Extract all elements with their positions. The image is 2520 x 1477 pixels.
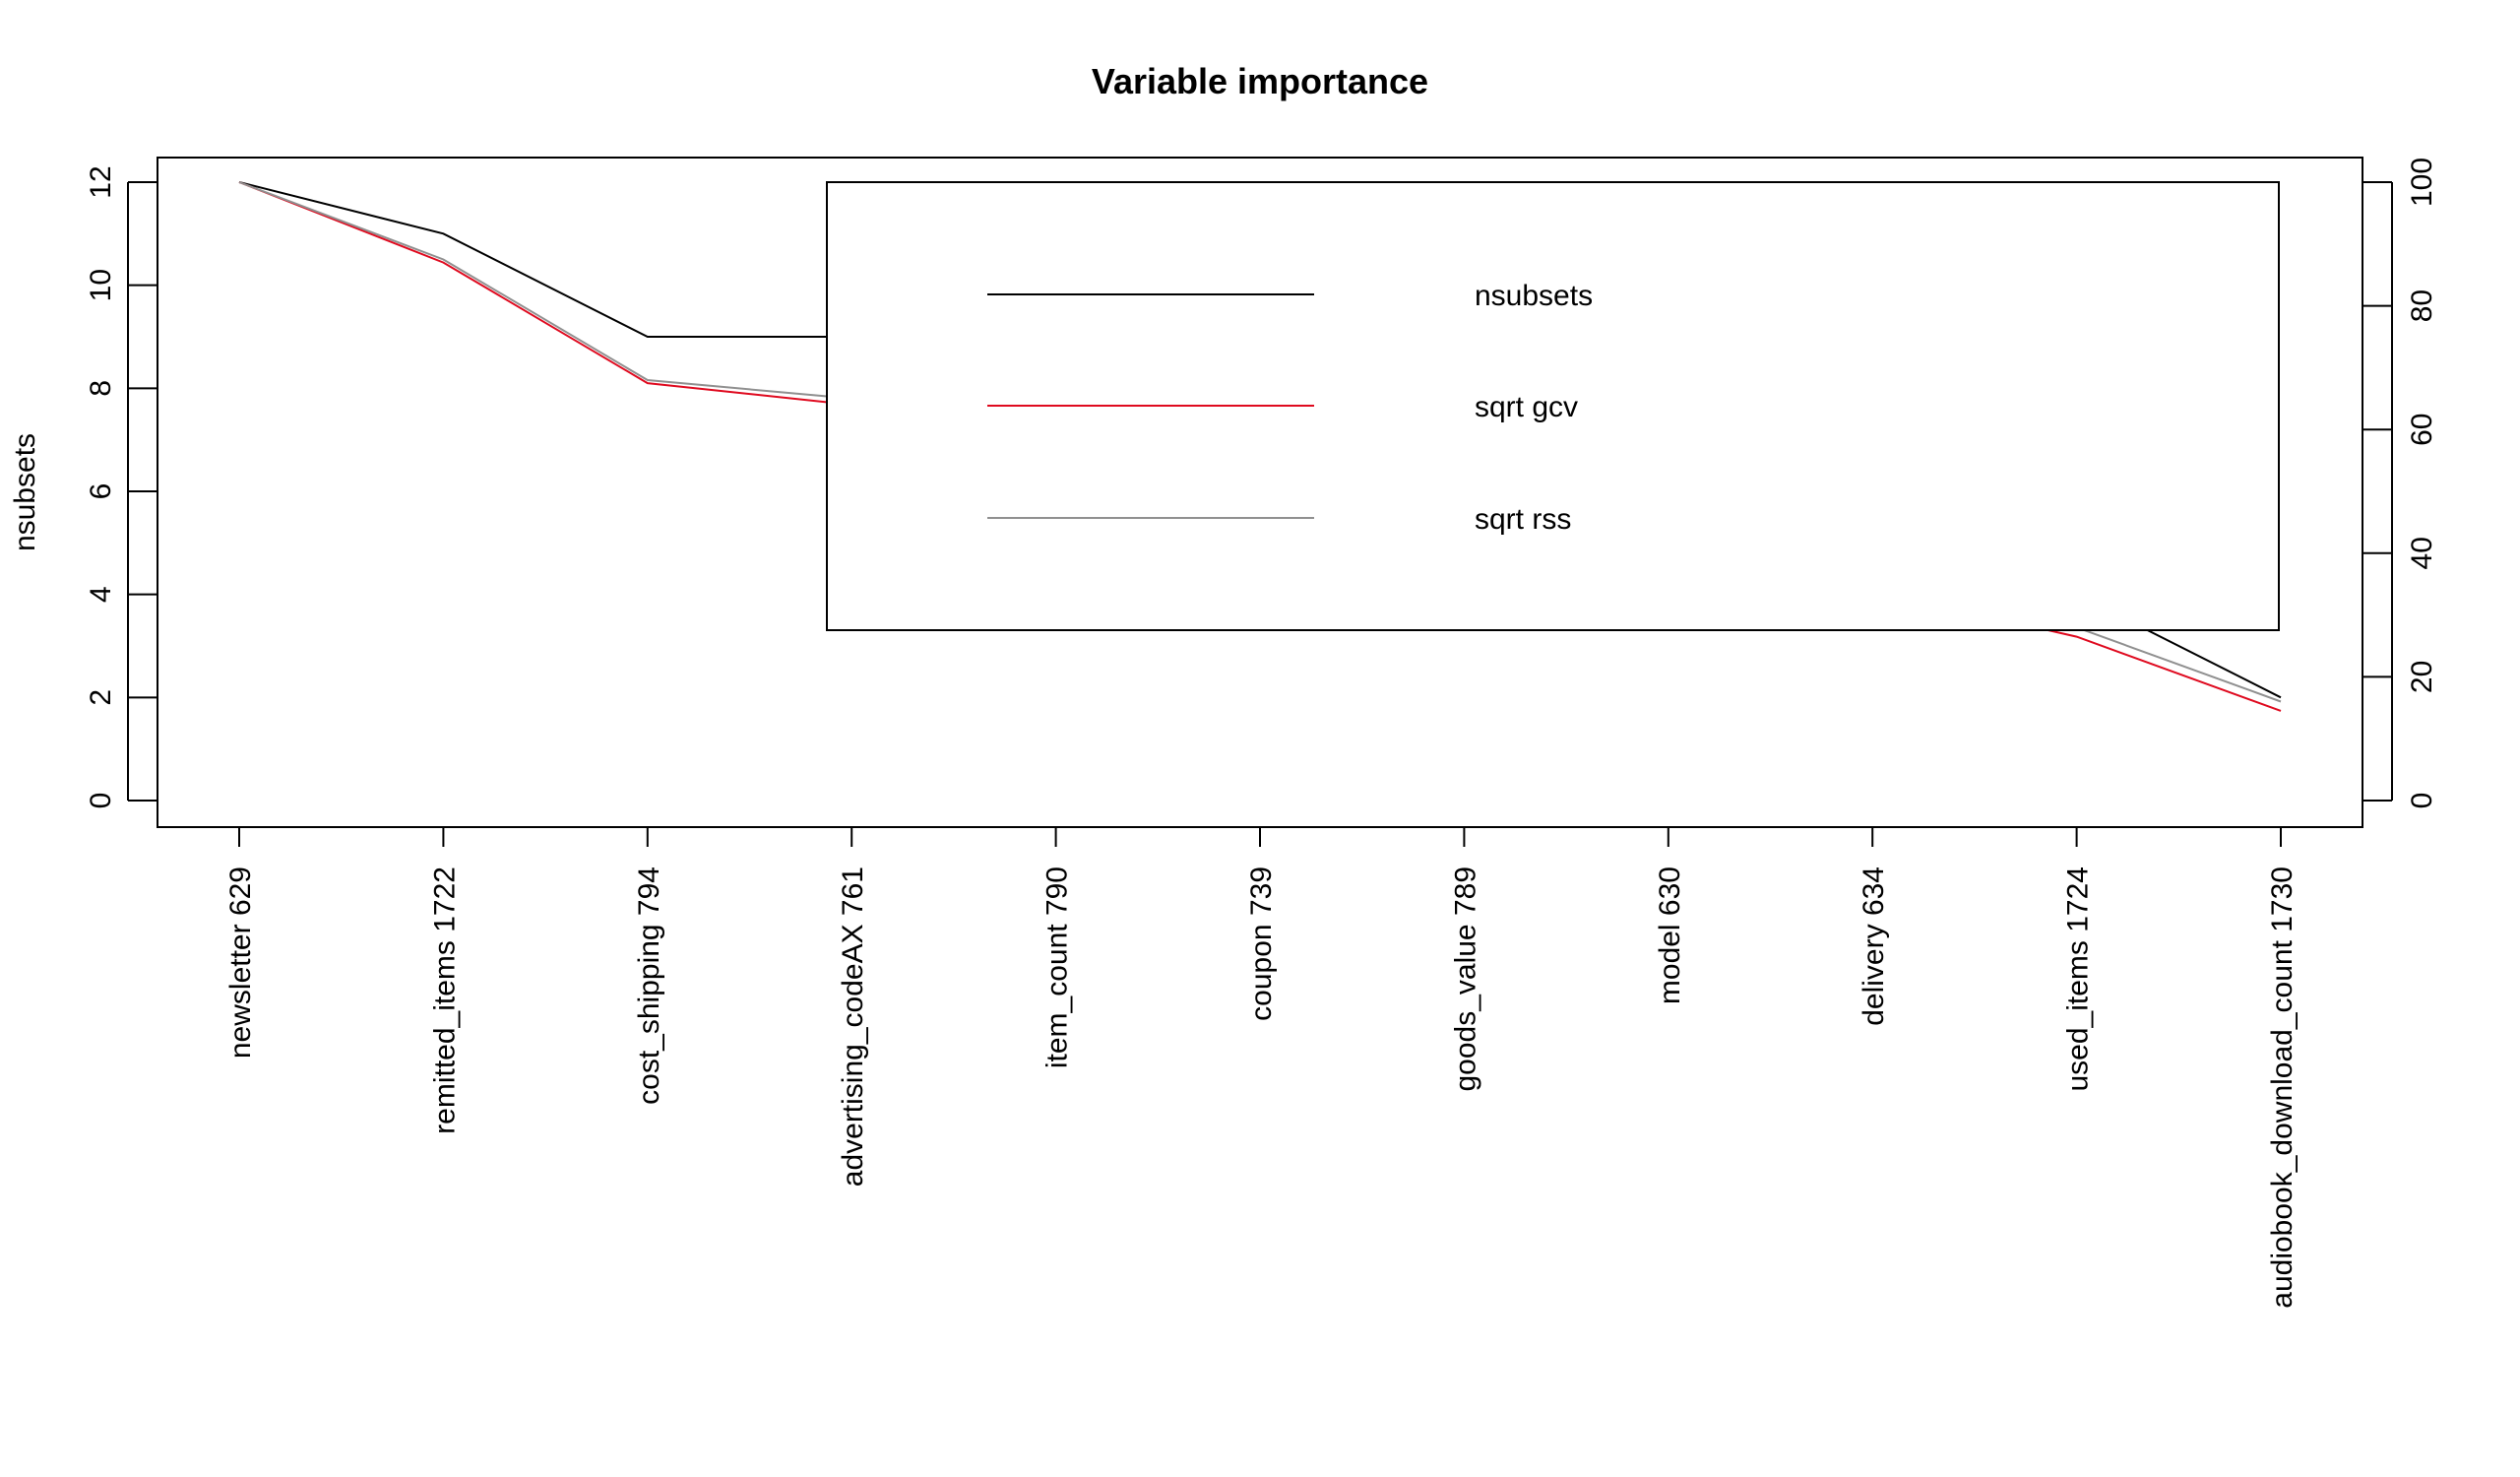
legend-label-sqrt-gcv: sqrt gcv: [1475, 391, 1578, 423]
x-tick-label: audiobook_download_count 1730: [2266, 867, 2299, 1309]
x-tick-label: cost_shipping 794: [633, 867, 665, 1105]
left-y-axis: 0 2 4 6 8 10 12: [85, 165, 158, 808]
x-tick-label: advertising_codeAX 761: [837, 867, 869, 1187]
right-y-tick-label: 80: [2406, 289, 2438, 322]
right-y-tick-label: 40: [2406, 537, 2438, 569]
legend: nsubsets sqrt gcv sqrt rss: [826, 181, 2280, 631]
x-tick-label: model 630: [1654, 867, 1686, 1004]
left-y-tick-label: 12: [85, 165, 117, 198]
y-axis-label: nsubsets: [9, 433, 41, 551]
chart-title: Variable importance: [1092, 61, 1428, 101]
legend-label-sqrt-rss: sqrt rss: [1475, 503, 1571, 536]
left-y-tick-label: 4: [85, 586, 117, 603]
x-tick-label: delivery 634: [1858, 867, 1890, 1026]
left-y-tick-label: 6: [85, 483, 117, 500]
left-y-tick-label: 8: [85, 380, 117, 397]
right-y-tick-label: 0: [2406, 793, 2438, 809]
left-y-tick-label: 10: [85, 269, 117, 301]
x-axis: newsletter 629 remitted_items 1722 cost_sh…: [224, 827, 2299, 1309]
x-tick-label: newsletter 629: [224, 867, 257, 1059]
x-tick-label: goods_value 789: [1449, 867, 1481, 1092]
right-y-tick-label: 20: [2406, 661, 2438, 693]
left-y-tick-label: 0: [85, 793, 117, 809]
x-tick-label: used_items 1724: [2062, 867, 2095, 1092]
right-y-tick-label: 100: [2406, 158, 2438, 207]
left-y-tick-label: 2: [85, 689, 117, 706]
legend-label-nsubsets: nsubsets: [1475, 280, 1593, 312]
right-y-tick-label: 60: [2406, 414, 2438, 446]
x-tick-label: coupon 739: [1245, 867, 1278, 1021]
x-tick-label: remitted_items 1722: [428, 867, 461, 1134]
x-tick-label: item_count 790: [1041, 867, 1074, 1068]
right-y-axis: 0 20 40 60 80 100: [2362, 158, 2438, 808]
